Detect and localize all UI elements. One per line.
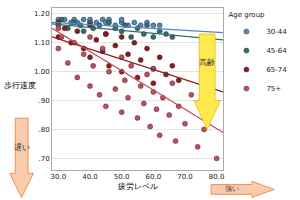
svg-text:50.0: 50.0: [114, 173, 130, 181]
svg-text:高齢: 高齢: [199, 58, 215, 67]
svg-text:歩行速度: 歩行速度: [4, 81, 36, 90]
svg-text:疲労レベル: 疲労レベル: [118, 182, 158, 191]
svg-text:.90: .90: [38, 97, 49, 105]
svg-text:1.20: 1.20: [34, 10, 50, 18]
svg-text:Age group: Age group: [228, 11, 265, 19]
svg-text:1.00: 1.00: [34, 68, 50, 76]
svg-text:75+: 75+: [266, 85, 281, 93]
svg-text:65-74: 65-74: [266, 66, 287, 74]
svg-text:45-64: 45-64: [266, 47, 287, 55]
svg-text:60.0: 60.0: [146, 173, 162, 181]
svg-text:遅い: 遅い: [14, 143, 30, 152]
svg-text:30-44: 30-44: [266, 28, 287, 36]
svg-text:80.0: 80.0: [209, 173, 225, 181]
svg-text:強い: 強い: [225, 185, 239, 193]
svg-text:30.0: 30.0: [51, 173, 67, 181]
svg-text:40.0: 40.0: [82, 173, 98, 181]
svg-text:.70: .70: [38, 155, 49, 163]
svg-text:1.10: 1.10: [34, 39, 50, 47]
svg-text:.80: .80: [38, 126, 49, 134]
svg-text:70.0: 70.0: [177, 173, 193, 181]
